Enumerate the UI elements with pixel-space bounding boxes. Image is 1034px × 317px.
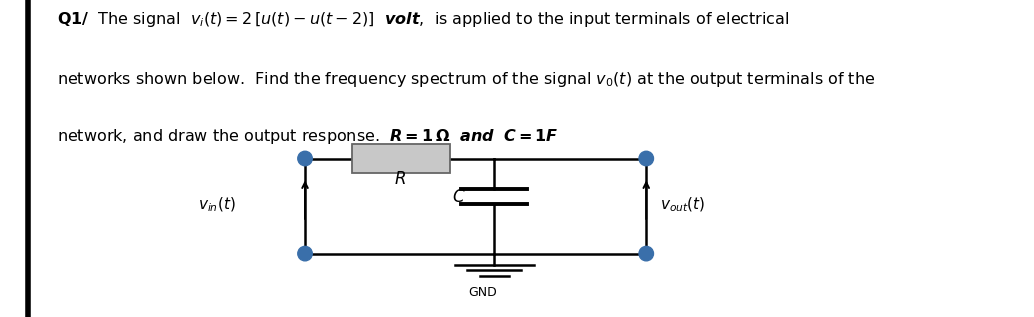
Text: networks shown below.  Find the frequency spectrum of the signal $v_0(t)$ at the: networks shown below. Find the frequency… <box>57 70 876 89</box>
Text: GND: GND <box>468 286 497 299</box>
Ellipse shape <box>298 246 312 261</box>
Ellipse shape <box>298 151 312 166</box>
Ellipse shape <box>639 246 653 261</box>
Ellipse shape <box>639 151 653 166</box>
Text: $v_{in}(t)$: $v_{in}(t)$ <box>199 195 236 214</box>
Text: $C$: $C$ <box>452 188 466 205</box>
Text: $R$: $R$ <box>394 170 406 188</box>
Text: $\bf{Q1/}$  The signal  $v_i(t) = 2\,[u(t)-u(t-2)]$  $\boldsymbol{volt}$,  is ap: $\bf{Q1/}$ The signal $v_i(t) = 2\,[u(t)… <box>57 10 790 29</box>
Bar <box>352 144 450 173</box>
Text: network, and draw the output response.  $\boldsymbol{R = 1\,\Omega\ \ and\ \ C =: network, and draw the output response. $… <box>57 127 558 146</box>
Text: $v_{out}(t)$: $v_{out}(t)$ <box>660 195 705 214</box>
